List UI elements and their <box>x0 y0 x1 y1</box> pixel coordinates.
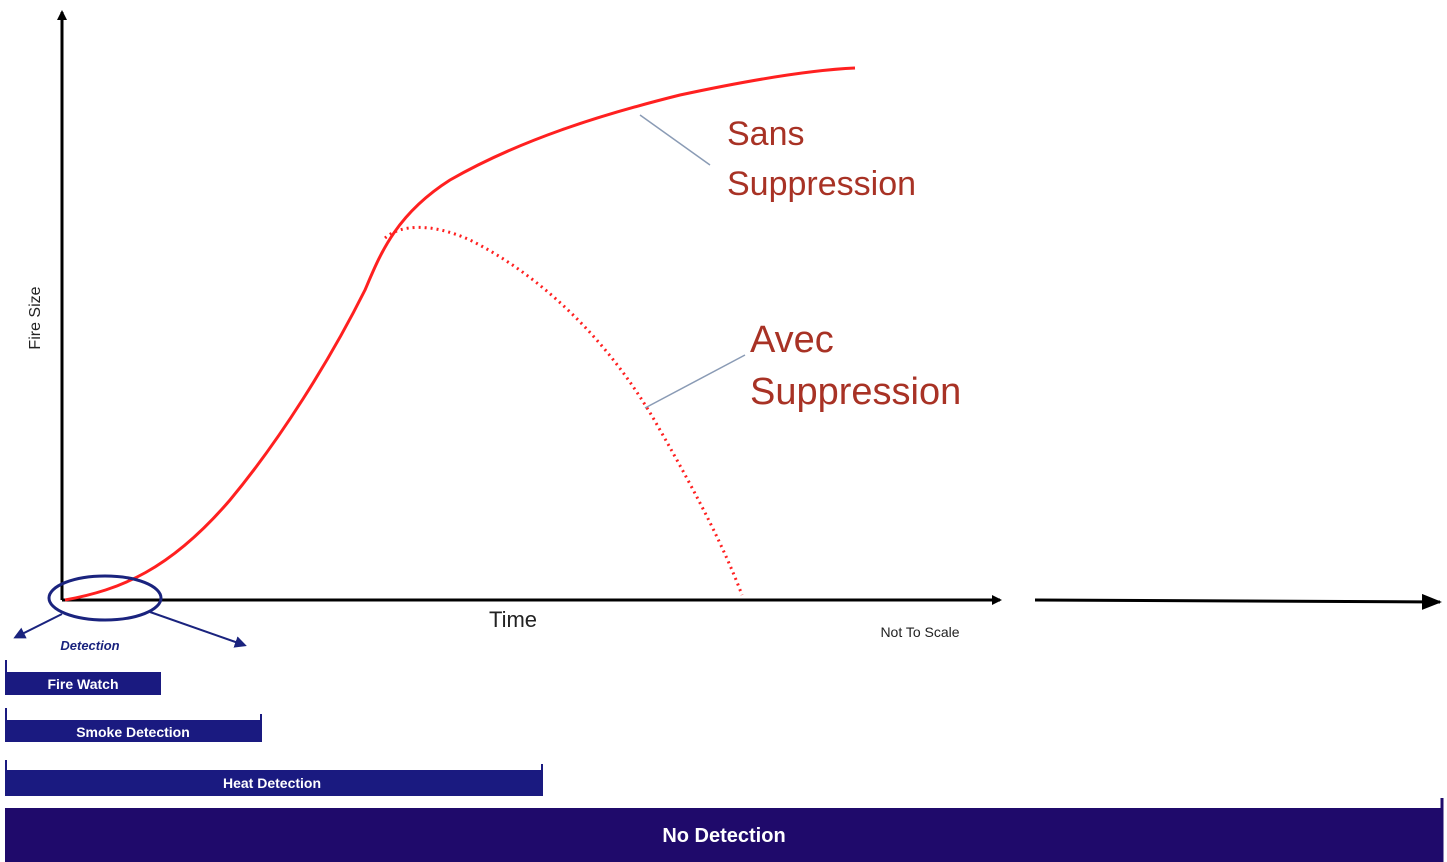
bar-label: No Detection <box>662 825 785 847</box>
curve-label: Avec <box>750 319 834 361</box>
x-axis-label: Time <box>489 607 537 632</box>
curve-label: Suppression <box>727 165 916 203</box>
bar <box>5 672 161 695</box>
curve-label: Suppression <box>750 371 961 413</box>
avec-suppression-curve <box>384 225 744 596</box>
bar-label: Fire Watch <box>47 676 118 692</box>
pointer-line <box>639 114 711 166</box>
bar <box>5 770 543 796</box>
pointer-line <box>644 354 746 409</box>
detection-ellipse <box>47 574 163 622</box>
sans-suppression-curve <box>64 66 856 602</box>
curve-label: Sans <box>727 115 805 153</box>
extension-arrow <box>1034 593 1442 610</box>
bar <box>5 720 262 742</box>
bar <box>5 808 1443 862</box>
detection-arrow <box>13 613 63 639</box>
bar-label: Smoke Detection <box>76 724 190 740</box>
bars: Fire Watch Smoke Detection Heat Detectio… <box>5 660 1444 862</box>
y-axis-label: Fire Size <box>27 286 44 349</box>
detection-label: Detection <box>60 638 119 653</box>
scale-note: Not To Scale <box>880 624 959 640</box>
detection-arrow <box>149 611 247 648</box>
bar-label: Heat Detection <box>223 775 321 791</box>
